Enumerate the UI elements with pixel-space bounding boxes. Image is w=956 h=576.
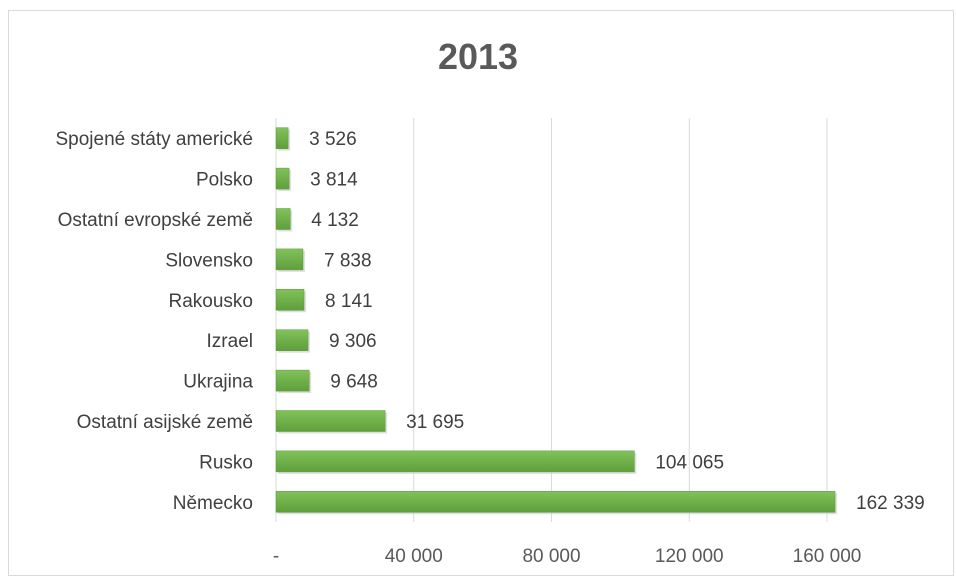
x-tick-label-3: 120 000 [655, 546, 724, 567]
data-label-5: 9 306 [329, 331, 377, 352]
category-label-7: Ostatní asijské země [77, 412, 253, 433]
data-label-3: 7 838 [324, 250, 372, 271]
category-label-9: Německo [173, 493, 253, 514]
data-label-0: 3 526 [309, 129, 357, 150]
bar-7 [275, 410, 386, 432]
category-label-3: Slovensko [165, 250, 253, 271]
x-tick-label-4: 160 000 [793, 546, 862, 567]
bar-9 [275, 491, 836, 513]
category-label-4: Rakousko [169, 291, 254, 312]
category-label-1: Polsko [196, 170, 253, 191]
bar-1 [275, 167, 290, 190]
bar-4 [275, 289, 305, 311]
chart-title: 2013 [437, 36, 519, 77]
category-label-5: Izrael [207, 331, 253, 352]
bar-3 [275, 248, 304, 271]
category-label-2: Ostatní evropské země [58, 210, 253, 231]
data-label-8: 104 065 [655, 452, 724, 473]
data-label-6: 9 648 [330, 372, 378, 393]
data-label-9: 162 339 [856, 493, 925, 514]
bars [275, 127, 838, 515]
labels: - 40 000 80 000 120 000 160 000 Spojené státy… [56, 129, 925, 567]
data-label-1: 3 814 [310, 170, 358, 191]
bar-6 [275, 369, 310, 392]
data-label-4: 8 141 [325, 291, 373, 312]
bar-8 [275, 450, 635, 473]
x-tick-label-0: - [273, 546, 279, 567]
bar-0 [275, 127, 289, 149]
category-label-6: Ukrajina [183, 372, 253, 393]
x-tick-label-2: 80 000 [522, 546, 580, 567]
chart-frame [8, 10, 954, 576]
data-label-2: 4 132 [311, 210, 359, 231]
bar-5 [275, 329, 309, 351]
category-label-0: Spojené státy americké [56, 129, 254, 150]
data-label-7: 31 695 [406, 412, 464, 433]
bar-2 [275, 208, 291, 230]
category-label-8: Rusko [199, 452, 253, 473]
x-tick-label-1: 40 000 [385, 546, 443, 567]
